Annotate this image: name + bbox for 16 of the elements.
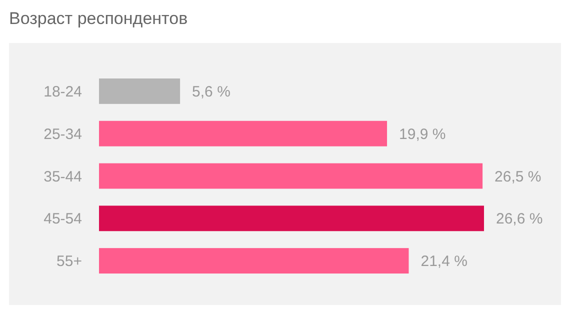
chart-title: Возраст респондентов bbox=[9, 9, 188, 28]
bar bbox=[99, 248, 409, 274]
y-tick-label: 55+ bbox=[56, 253, 82, 270]
bar bbox=[99, 206, 484, 232]
bar bbox=[99, 163, 483, 189]
data-label: 26,6 % bbox=[496, 210, 543, 228]
y-tick-label: 45-54 bbox=[44, 210, 82, 228]
bar bbox=[99, 120, 388, 146]
bar bbox=[99, 78, 180, 104]
data-label: 5,6 % bbox=[192, 83, 230, 100]
data-label: 21,4 % bbox=[420, 253, 468, 270]
y-tick-label: 18-24 bbox=[44, 83, 82, 100]
data-label: 19,9 % bbox=[399, 126, 446, 143]
y-tick-label: 35-44 bbox=[44, 168, 82, 186]
y-tick-label: 25-34 bbox=[44, 126, 82, 143]
data-label: 26,5 % bbox=[494, 168, 542, 186]
